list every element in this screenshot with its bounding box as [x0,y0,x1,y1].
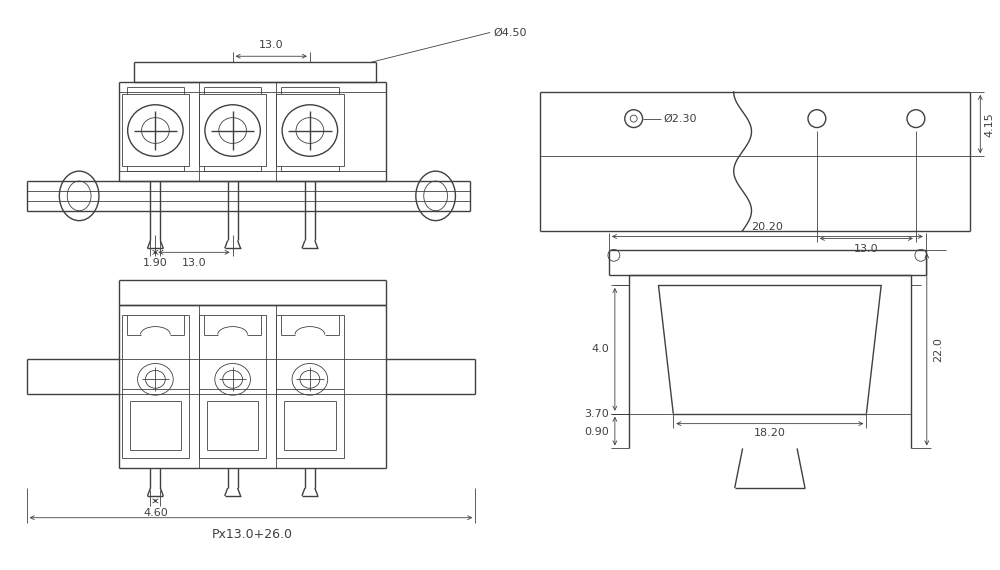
Bar [276,94,344,166]
Text: 18.20: 18.20 [753,428,785,438]
Text: 4.60: 4.60 [143,508,168,518]
Text: 22.0: 22.0 [933,337,943,362]
Bar [276,315,344,458]
Text: 20.20: 20.20 [751,222,783,231]
Bar [122,315,189,458]
Text: Px13.0+26.0: Px13.0+26.0 [212,528,293,540]
Bar [122,94,189,166]
Text: 0.90: 0.90 [584,426,609,437]
Text: 3.70: 3.70 [584,409,609,419]
Text: 13.0: 13.0 [259,40,284,50]
Text: 13.0: 13.0 [854,245,879,254]
Bar [199,94,266,166]
Text: 13.0: 13.0 [182,258,206,268]
Text: Ø4.50: Ø4.50 [493,27,527,38]
Text: 1.90: 1.90 [143,258,168,268]
Bar [199,315,266,458]
Text: Ø2.30: Ø2.30 [663,113,697,124]
Text: 4.15: 4.15 [984,112,994,137]
Text: 4.0: 4.0 [591,344,609,355]
